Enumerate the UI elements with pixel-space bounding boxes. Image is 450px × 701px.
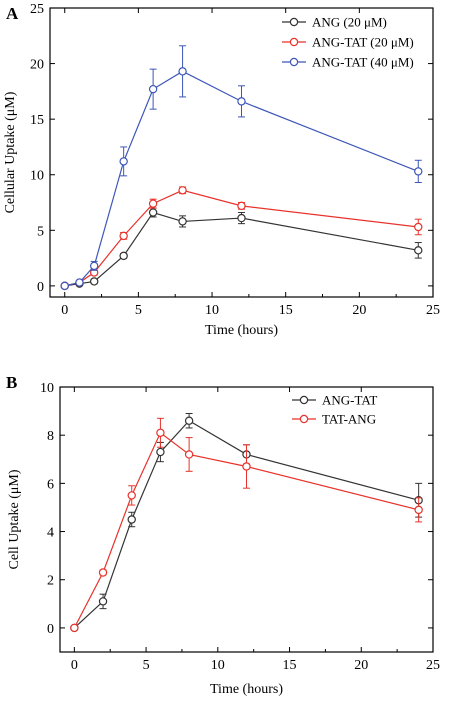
legend-label: TAT-ANG bbox=[322, 412, 376, 427]
data-point bbox=[148, 208, 158, 217]
data-point bbox=[119, 231, 128, 241]
data-point bbox=[89, 261, 99, 271]
legend-swatch-marker bbox=[289, 57, 299, 67]
data-point bbox=[178, 217, 187, 226]
legend-label: ANG-TAT bbox=[322, 393, 377, 408]
x-tick-label: 5 bbox=[143, 658, 150, 673]
panel-b-chart: B 0 5 10 15 20 25 0 2 4 6 8 10 Time (hours) Cell Uptak… bbox=[6, 373, 440, 697]
y-tick-label: 0 bbox=[47, 622, 54, 637]
x-tick-label: 10 bbox=[211, 658, 225, 673]
x-tick-label: 15 bbox=[279, 303, 293, 318]
data-point bbox=[127, 515, 136, 524]
legend-label: ANG-TAT (40 μM) bbox=[312, 55, 414, 70]
data-point bbox=[184, 450, 194, 459]
x-tick-label: 0 bbox=[71, 658, 78, 673]
data-point bbox=[127, 491, 136, 500]
y-tick-label: 15 bbox=[30, 113, 44, 128]
panel-label: B bbox=[6, 373, 17, 392]
data-point bbox=[119, 157, 128, 166]
x-tick-label: 20 bbox=[352, 303, 366, 318]
x-axis-title: Time (hours) bbox=[210, 682, 283, 697]
legend-swatch-marker bbox=[289, 37, 299, 47]
y-tick-label: 10 bbox=[30, 169, 44, 184]
data-point bbox=[237, 201, 246, 211]
y-tick-label: 2 bbox=[47, 574, 54, 589]
y-tick-label: 25 bbox=[30, 2, 44, 17]
legend: ANG-TAT TAT-ANG bbox=[292, 393, 377, 427]
data-point bbox=[60, 281, 69, 291]
x-tick-label: 15 bbox=[283, 658, 297, 673]
data-point bbox=[414, 222, 423, 232]
y-axis-title: Cell Uptake (μM) bbox=[7, 469, 22, 569]
data-point bbox=[242, 462, 251, 471]
data-point bbox=[156, 428, 165, 437]
data-point bbox=[237, 213, 246, 223]
x-tick-label: 20 bbox=[354, 658, 368, 673]
data-point bbox=[89, 277, 99, 286]
data-point bbox=[178, 186, 187, 195]
data-point bbox=[98, 597, 108, 606]
series-1 bbox=[60, 207, 423, 291]
x-axis-title: Time (hours) bbox=[205, 323, 278, 338]
x-tick-label: 10 bbox=[205, 303, 219, 318]
x-tick-label: 25 bbox=[426, 303, 440, 318]
data-point bbox=[148, 84, 158, 94]
panel-label: A bbox=[6, 4, 19, 23]
plot-frame bbox=[59, 386, 434, 653]
legend-swatch-marker bbox=[289, 17, 299, 27]
data-point bbox=[414, 167, 423, 176]
data-point bbox=[156, 447, 165, 457]
y-tick-label: 6 bbox=[47, 477, 54, 492]
x-tick-label: 0 bbox=[61, 303, 68, 318]
data-point bbox=[237, 97, 246, 106]
data-point bbox=[70, 623, 79, 633]
series-2 bbox=[70, 417, 423, 633]
y-tick-label: 10 bbox=[40, 381, 54, 396]
data-point bbox=[414, 246, 423, 255]
y-tick-label: 0 bbox=[37, 280, 44, 295]
series-3 bbox=[60, 45, 423, 291]
data-point bbox=[148, 199, 158, 208]
series-2 bbox=[60, 186, 423, 291]
data-point bbox=[75, 278, 84, 287]
y-tick-label: 5 bbox=[37, 224, 44, 239]
panel-a-chart: A 0 5 10 15 20 25 0 5 10 15 20 25 Time (hours) Cellula… bbox=[3, 2, 440, 338]
data-point bbox=[414, 505, 423, 515]
y-tick-label: 20 bbox=[30, 58, 44, 73]
legend-swatch-marker bbox=[299, 395, 309, 405]
data-point bbox=[98, 568, 108, 577]
y-tick-label: 8 bbox=[47, 429, 54, 444]
y-tick-label: 4 bbox=[47, 526, 54, 541]
y-axis-title: Cellular Uptake (μM) bbox=[3, 91, 18, 213]
data-point bbox=[184, 416, 194, 425]
x-tick-label: 5 bbox=[135, 303, 142, 318]
legend: ANG (20 μM) ANG-TAT (20 μM) ANG-TAT (40 μM… bbox=[282, 15, 414, 70]
legend-swatch-marker bbox=[299, 414, 309, 424]
plot-frame bbox=[49, 7, 434, 298]
x-tick-label: 25 bbox=[426, 658, 440, 673]
legend-label: ANG (20 μM) bbox=[312, 15, 387, 30]
legend-label: ANG-TAT (20 μM) bbox=[312, 35, 414, 50]
data-point bbox=[119, 251, 128, 261]
data-point bbox=[178, 67, 187, 76]
